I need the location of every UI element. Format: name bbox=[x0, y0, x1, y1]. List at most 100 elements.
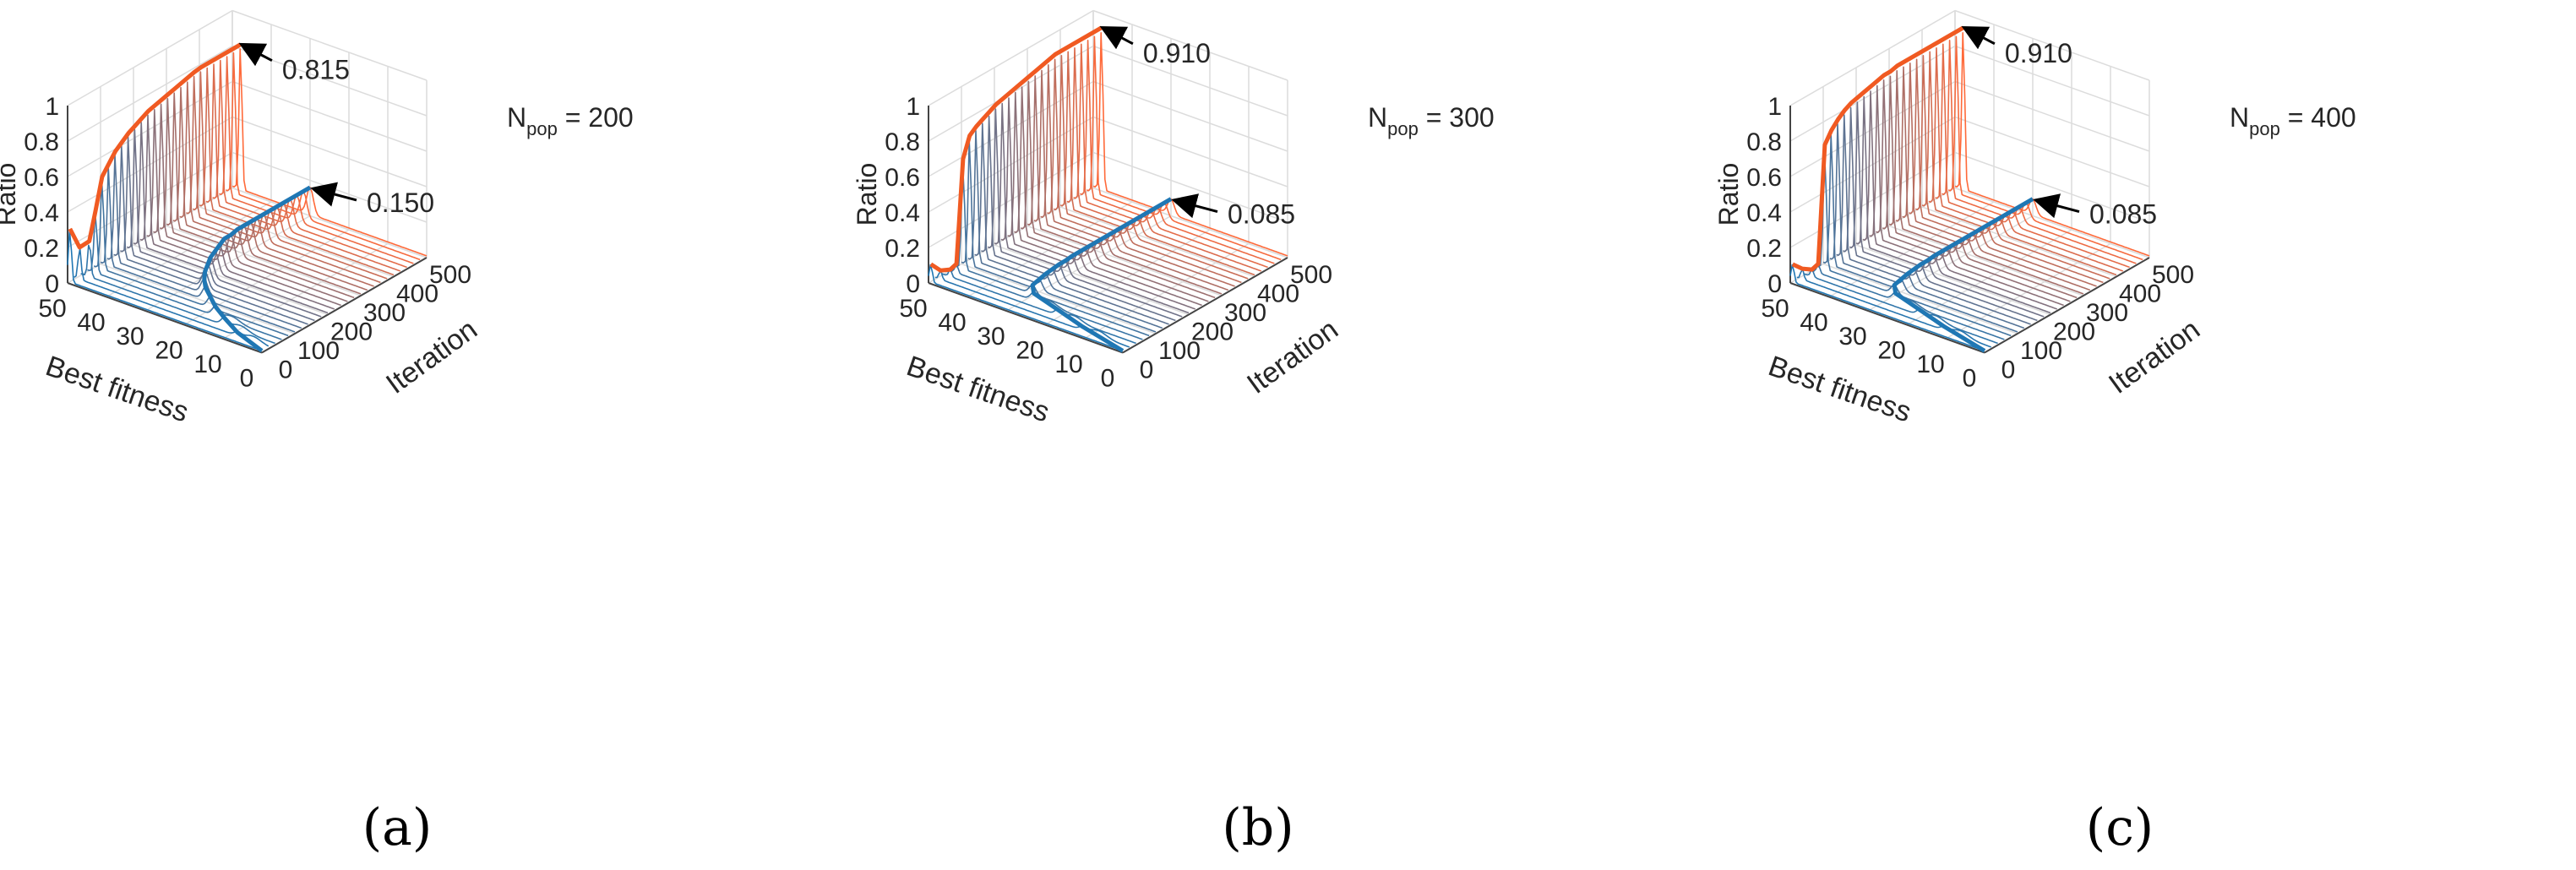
envelope-low-series bbox=[1892, 197, 2034, 353]
x-ticks: 0 10 20 30 40 50 bbox=[38, 295, 253, 393]
waterfall-curves bbox=[67, 48, 428, 351]
envelope-low-series bbox=[202, 185, 312, 353]
curve-iteration-320 bbox=[1895, 66, 2091, 291]
chart-panel-a: 00.20.40.60.8101020304050010020030040050… bbox=[0, 9, 634, 857]
grid-line bbox=[1092, 187, 1288, 258]
grid-line bbox=[1954, 116, 2150, 188]
curve-iteration-400 bbox=[1921, 51, 2117, 276]
annotation-label: 0.085 bbox=[2089, 199, 2157, 230]
curve-iteration-200 bbox=[1855, 95, 2051, 314]
curve-iteration-140 bbox=[113, 144, 308, 325]
curve-iteration-300 bbox=[166, 92, 362, 295]
curve-iteration-20 bbox=[1796, 268, 1992, 348]
grid-line bbox=[1059, 206, 1255, 278]
z-tick-label: 0.8 bbox=[885, 128, 920, 156]
npop-symbol: N bbox=[507, 102, 526, 133]
envelopes bbox=[68, 42, 312, 353]
grid-line bbox=[1092, 80, 1288, 152]
curve-iteration-420 bbox=[205, 63, 401, 272]
curve-iteration-140 bbox=[974, 122, 1169, 325]
grid-line bbox=[1954, 9, 2150, 81]
npop-subscript: pop bbox=[526, 118, 558, 139]
x-tick-label: 50 bbox=[38, 295, 66, 323]
x-ticks: 0 10 20 30 40 50 bbox=[899, 295, 1114, 393]
annotation-arrow bbox=[310, 182, 357, 207]
curve-iteration-260 bbox=[153, 103, 348, 302]
annotations: 0.910 0.085 bbox=[1099, 25, 1295, 230]
npop-label: Npop = 300 bbox=[1368, 102, 1495, 139]
x-tick-label: 10 bbox=[1054, 351, 1082, 378]
annotations: 0.910 0.085 bbox=[1961, 25, 2157, 230]
curve-iteration-100 bbox=[100, 166, 296, 333]
curve-iteration-120 bbox=[967, 130, 1163, 329]
x-tick-label: 20 bbox=[1016, 337, 1043, 365]
envelope-high-series bbox=[1791, 25, 1964, 272]
axes bbox=[928, 106, 1288, 354]
z-ticks: 0 0.2 0.4 0.6 0.8 1 bbox=[1746, 93, 1782, 298]
curve-iteration-300 bbox=[1027, 75, 1223, 295]
y-tick-label: 200 bbox=[330, 318, 373, 346]
curve-iteration-340 bbox=[1902, 63, 2097, 287]
z-axis-label: Ratio bbox=[1713, 163, 1744, 226]
npop-subscript: pop bbox=[1387, 118, 1419, 139]
curve-iteration-180 bbox=[126, 128, 322, 318]
curve-iteration-380 bbox=[1053, 55, 1249, 280]
grid-line bbox=[1789, 80, 1956, 177]
grid-line bbox=[67, 9, 233, 106]
y-tick-label: 0 bbox=[1140, 356, 1154, 384]
grid-line bbox=[144, 215, 311, 312]
x-tick-label: 20 bbox=[155, 337, 182, 365]
curve-iteration-440 bbox=[1935, 43, 2130, 269]
grid-line bbox=[1092, 151, 1288, 223]
y-tick-label: 400 bbox=[396, 280, 438, 308]
grid-line bbox=[1888, 225, 2084, 296]
panel-caption: (a) bbox=[362, 798, 433, 857]
curve-iteration-500 bbox=[1954, 31, 2150, 257]
y-tick-label: 500 bbox=[2152, 261, 2194, 289]
npop-subscript: pop bbox=[2249, 118, 2280, 139]
curve-iteration-180 bbox=[987, 108, 1183, 318]
grid-line bbox=[222, 242, 389, 340]
grid-line bbox=[1092, 45, 1288, 117]
curve-iteration-160 bbox=[981, 115, 1176, 322]
x-tick-label: 50 bbox=[1761, 295, 1789, 323]
annotation-label: 0.910 bbox=[2005, 38, 2072, 68]
y-axis-line bbox=[1984, 257, 2150, 354]
curve-iteration-300 bbox=[1888, 70, 2084, 295]
x-tick-label: 30 bbox=[1838, 323, 1866, 351]
grid-line bbox=[1945, 242, 2111, 340]
curve-iteration-340 bbox=[179, 81, 374, 287]
panel-caption: (c) bbox=[2086, 798, 2154, 857]
grid-line bbox=[1027, 225, 1223, 296]
z-tick-label: 1 bbox=[906, 93, 920, 121]
z-tick-label: 0 bbox=[906, 270, 920, 298]
curve-iteration-280 bbox=[1020, 80, 1216, 299]
curve-iteration-220 bbox=[1000, 97, 1196, 310]
curve-iteration-420 bbox=[1066, 46, 1262, 272]
grid-line bbox=[231, 116, 428, 188]
x-axis-line bbox=[67, 282, 263, 354]
x-tick-label: 40 bbox=[77, 309, 105, 337]
y-tick-label: 300 bbox=[363, 299, 406, 327]
y-tick-label: 500 bbox=[429, 261, 471, 289]
grid-line bbox=[1954, 187, 2150, 258]
curve-iteration-0 bbox=[1789, 264, 1985, 351]
grid-line bbox=[1954, 80, 2150, 152]
z-tick-label: 0.6 bbox=[885, 164, 920, 192]
envelopes bbox=[1791, 25, 2034, 353]
curve-iteration-360 bbox=[1909, 58, 2104, 284]
grid-line bbox=[1044, 229, 1211, 326]
annotations: 0.815 0.150 bbox=[238, 42, 434, 218]
grid-line bbox=[166, 225, 362, 296]
envelope-high-series bbox=[929, 25, 1103, 273]
annotation-label: 0.150 bbox=[367, 188, 434, 218]
x-tick-label: 30 bbox=[977, 323, 1005, 351]
panel-caption: (b) bbox=[1222, 798, 1293, 857]
z-tick-label: 0.2 bbox=[1746, 235, 1782, 263]
y-tick-label: 300 bbox=[1224, 299, 1266, 327]
curve-iteration-380 bbox=[1914, 55, 2110, 280]
curve-iteration-480 bbox=[225, 52, 421, 261]
curve-iteration-360 bbox=[186, 75, 381, 284]
